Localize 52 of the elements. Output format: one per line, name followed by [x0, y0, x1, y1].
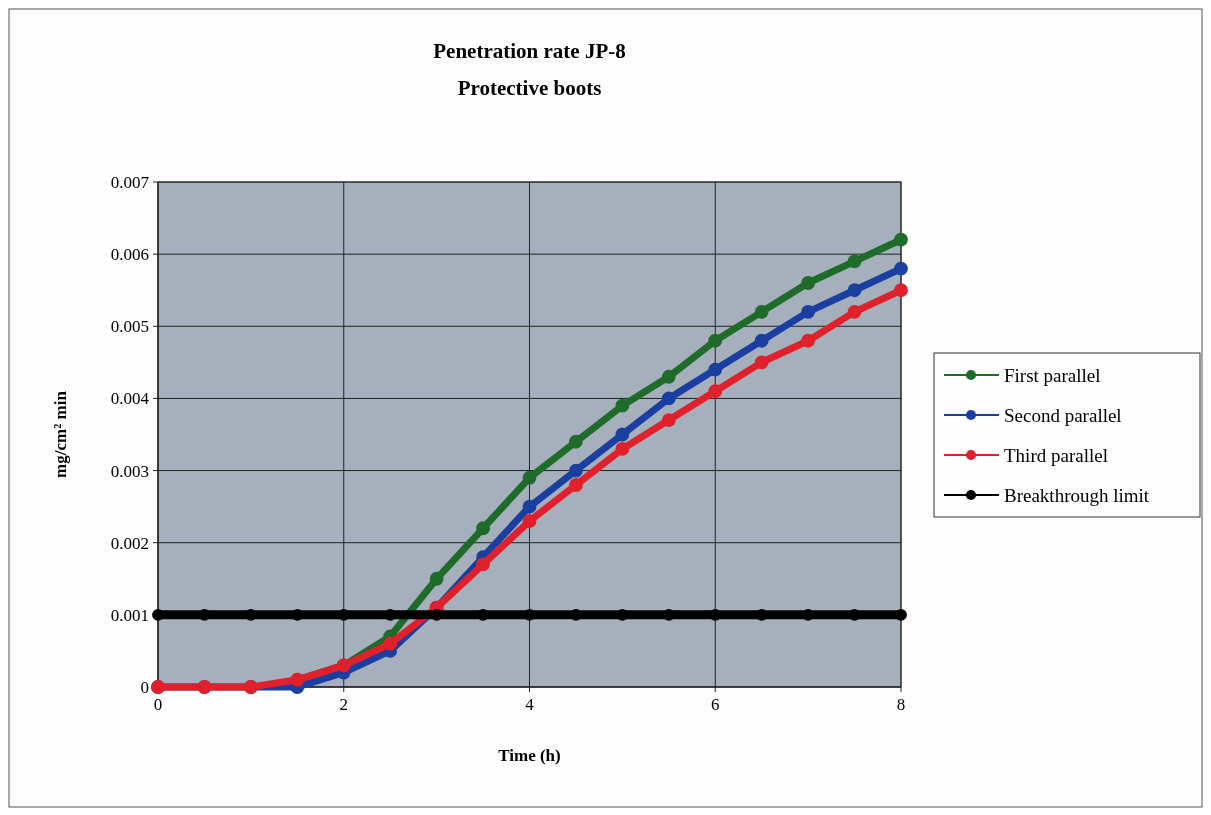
x-tick-label: 6 — [711, 695, 720, 714]
point — [383, 636, 398, 651]
point — [429, 571, 444, 586]
y-tick-label: 0.001 — [110, 605, 149, 625]
y-tick-label: 0.003 — [110, 461, 149, 481]
point — [522, 514, 537, 528]
point — [708, 333, 723, 348]
point — [894, 232, 908, 247]
point — [894, 261, 908, 276]
point — [569, 478, 583, 492]
x-tick-label: 0 — [153, 695, 163, 714]
point — [476, 521, 490, 536]
point — [615, 398, 630, 413]
legend-label: Breakthrough limit — [1004, 484, 1150, 506]
point — [522, 499, 537, 514]
point — [708, 362, 723, 377]
chart-title: Penetration rate JP-8 — [433, 39, 626, 63]
point — [522, 470, 537, 485]
point — [894, 283, 908, 298]
point — [569, 434, 583, 449]
chart-subtitle: Protective boots — [457, 76, 602, 100]
y-tick-label: 0.006 — [110, 245, 149, 265]
point — [708, 384, 723, 399]
legend-label: Third parallel — [1004, 444, 1108, 466]
point — [569, 463, 583, 478]
point — [847, 304, 862, 319]
y-tick-label: 0.002 — [110, 533, 149, 553]
point — [754, 333, 769, 348]
y-tick-label: 0 — [140, 677, 149, 697]
x-tick-label: 4 — [525, 695, 535, 714]
point — [847, 254, 862, 269]
point — [847, 283, 862, 298]
legend-label: First parallel — [1004, 364, 1101, 386]
point — [801, 333, 816, 348]
y-tick-label: 0.005 — [110, 317, 149, 337]
x-tick-label: 2 — [339, 695, 348, 714]
point — [615, 427, 630, 442]
x-tick-label: 8 — [896, 695, 906, 714]
y-axis-title: mg/cm² min — [51, 390, 70, 478]
x-axis-title: Time (h) — [498, 746, 561, 765]
legend-label: Second parallel — [1004, 404, 1122, 426]
y-tick-label: 0.004 — [110, 389, 150, 409]
point — [801, 276, 816, 290]
point — [801, 304, 816, 319]
y-tick-label: 0.007 — [110, 172, 150, 192]
point — [754, 304, 769, 319]
point — [615, 442, 630, 456]
point — [754, 355, 769, 370]
point — [476, 557, 490, 572]
point — [661, 369, 676, 384]
point — [661, 413, 676, 427]
point — [661, 391, 676, 406]
